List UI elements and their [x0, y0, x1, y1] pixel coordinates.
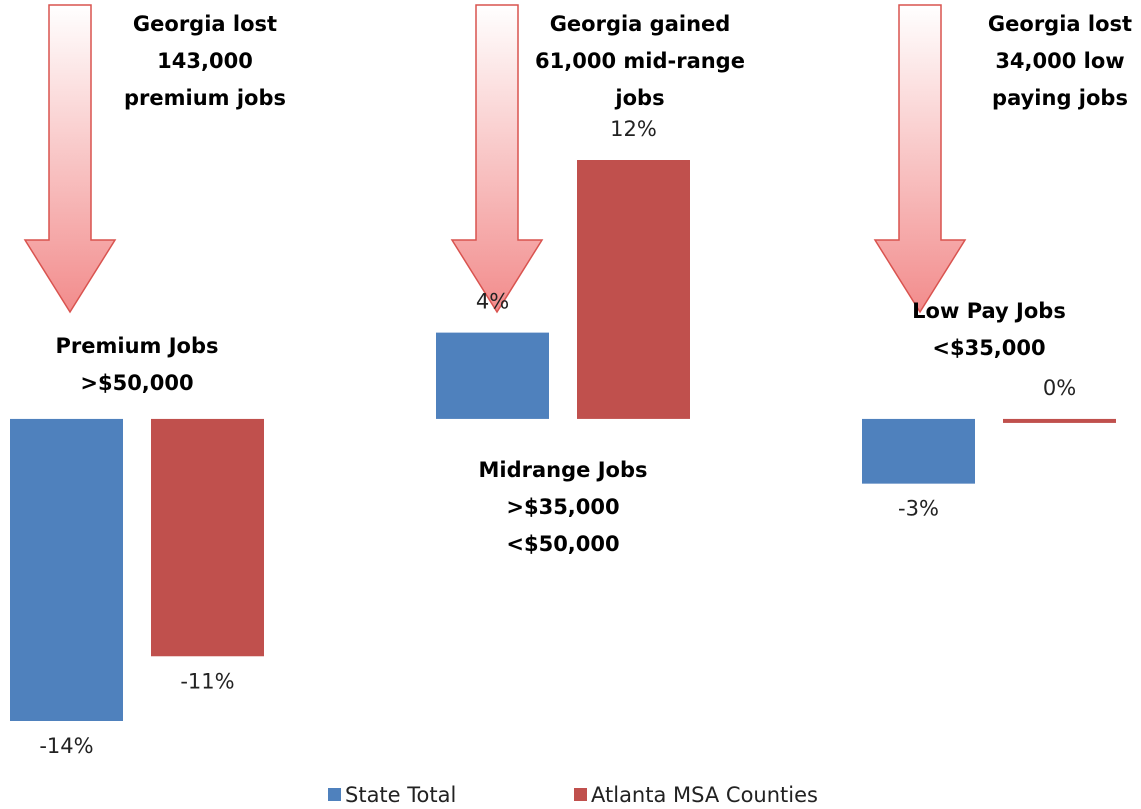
- value-label: 12%: [610, 117, 657, 141]
- arrow: [450, 4, 544, 314]
- value-label: -11%: [180, 669, 234, 693]
- value-label: -3%: [898, 497, 939, 521]
- arrow: [873, 4, 967, 314]
- value-label: 4%: [476, 290, 509, 314]
- bar: [577, 160, 690, 419]
- annotation: Georgia lost 34,000 low paying jobs: [987, 12, 1133, 110]
- bar: [10, 418, 123, 721]
- value-label: -14%: [39, 734, 93, 758]
- legend-label: Atlanta MSA Counties: [591, 783, 818, 807]
- bar: [436, 332, 549, 419]
- annotation: Georgia lost 143,000 premium jobs: [123, 12, 286, 110]
- annotation: Georgia gained 61,000 mid-range jobs: [535, 12, 745, 110]
- legend-swatch: [574, 788, 587, 801]
- category-label: Premium Jobs >$50,000: [55, 334, 219, 395]
- bar: [151, 418, 264, 657]
- category-label: Low Pay Jobs <$35,000: [912, 299, 1066, 360]
- bar: [1003, 418, 1116, 423]
- bar: [862, 418, 975, 484]
- legend-swatch: [328, 788, 341, 801]
- value-label: 0%: [1043, 376, 1076, 400]
- category-label: Midrange Jobs >$35,000 <$50,000: [478, 458, 648, 556]
- legend-label: State Total: [345, 783, 456, 807]
- arrow: [23, 4, 117, 314]
